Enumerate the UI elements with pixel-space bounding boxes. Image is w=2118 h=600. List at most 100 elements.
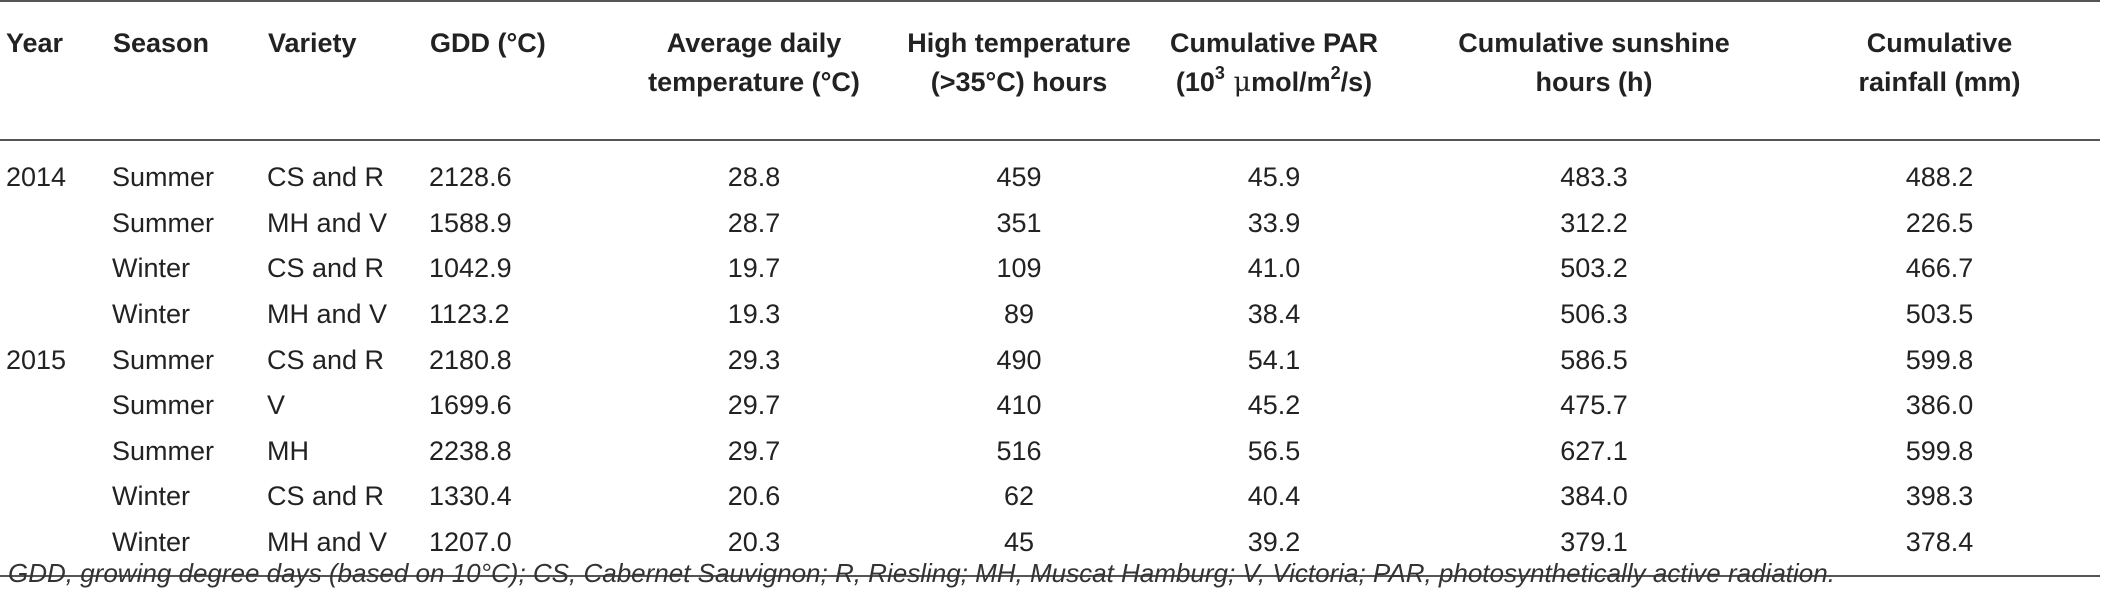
header-gdd: GDD (°C) bbox=[429, 0, 609, 141]
cell-high-temperature-hours: 89 bbox=[1003, 299, 1035, 330]
cell-cumulative-par: 45.2 bbox=[1247, 390, 1301, 421]
cell-average-daily-temperature: 20.3 bbox=[609, 519, 899, 578]
header-year: Year bbox=[0, 0, 112, 141]
cell-cumulative-sunshine-hours: 503.2 bbox=[1560, 253, 1628, 284]
cell-cumulative-par: 45.9 bbox=[1247, 162, 1301, 193]
cell-season: Winter bbox=[112, 253, 191, 284]
cell-cumulative-par: 54.1 bbox=[1247, 344, 1301, 375]
cell-variety: V bbox=[267, 390, 286, 421]
cell-average-daily-temperature: 29.7 bbox=[727, 435, 781, 466]
cell-average-daily-temperature: 28.8 bbox=[727, 162, 781, 193]
cell-gdd: 1330.4 bbox=[429, 481, 512, 512]
header-high-temperature-hours: High temperature (>35°C) hours bbox=[899, 0, 1139, 141]
cell-variety: MH and V bbox=[267, 299, 388, 330]
table-header: Year Season Variety GDD (°C) Average dai… bbox=[0, 0, 2100, 141]
header-average-daily-temperature: Average daily temperature (°C) bbox=[609, 0, 899, 141]
table-row: 2015 Summer CS and R 2180.8 29.3 490 54.1 586.5… bbox=[0, 337, 2100, 383]
header-season: Season bbox=[112, 0, 267, 141]
cell-season: Winter bbox=[112, 519, 267, 578]
cell-year bbox=[0, 474, 112, 520]
cell-season: Summer bbox=[112, 435, 215, 466]
cell-cumulative-sunshine-hours: 627.1 bbox=[1560, 435, 1628, 466]
cell-cumulative-rainfall: 398.3 bbox=[1905, 481, 1974, 512]
cell-cumulative-sunshine-hours: 384.0 bbox=[1560, 481, 1628, 512]
cell-cumulative-par: 56.5 bbox=[1247, 435, 1301, 466]
cell-year bbox=[0, 201, 112, 247]
cell-year: 2014 bbox=[6, 162, 67, 193]
cell-gdd: 1588.9 bbox=[429, 207, 512, 238]
cell-year: 2015 bbox=[6, 344, 67, 375]
cell-gdd: 1042.9 bbox=[429, 253, 512, 284]
table-row: Summer MH and V 1588.9 28.7 351 33.9 312.2 226.… bbox=[0, 201, 2100, 247]
cell-season: Summer bbox=[112, 207, 215, 238]
cell-year bbox=[0, 519, 112, 578]
header-cumulative-par: Cumulative PAR (103 μmol/m2/s) bbox=[1139, 0, 1409, 141]
cell-season: Summer bbox=[112, 344, 215, 375]
cell-average-daily-temperature: 28.7 bbox=[727, 207, 781, 238]
cell-cumulative-sunshine-hours: 475.7 bbox=[1560, 390, 1628, 421]
cell-variety: CS and R bbox=[267, 162, 385, 193]
cell-season: Winter bbox=[112, 299, 191, 330]
table-row: Winter MH and V 1207.0 20.3 45 39.2 379.1 378.4 bbox=[0, 519, 2100, 578]
cell-cumulative-sunshine-hours: 483.3 bbox=[1560, 162, 1628, 193]
cell-high-temperature-hours: 459 bbox=[996, 162, 1042, 193]
cell-variety: CS and R bbox=[267, 481, 385, 512]
table-row: Winter CS and R 1042.9 19.7 109 41.0 503.2 466.… bbox=[0, 246, 2100, 292]
cell-average-daily-temperature: 19.3 bbox=[727, 299, 781, 330]
cell-cumulative-rainfall: 466.7 bbox=[1905, 253, 1974, 284]
cell-cumulative-rainfall: 378.4 bbox=[1779, 519, 2100, 578]
cell-year bbox=[0, 383, 112, 429]
table-row: Winter CS and R 1330.4 20.6 62 40.4 384.0 398.3 bbox=[0, 474, 2100, 520]
cell-cumulative-par: 38.4 bbox=[1247, 299, 1301, 330]
cell-variety: CS and R bbox=[267, 344, 385, 375]
cell-high-temperature-hours: 45 bbox=[899, 519, 1139, 578]
cell-cumulative-sunshine-hours: 312.2 bbox=[1560, 207, 1628, 238]
cell-year bbox=[0, 429, 112, 475]
table-row: Winter MH and V 1123.2 19.3 89 38.4 506.3 503.5 bbox=[0, 292, 2100, 338]
cell-high-temperature-hours: 62 bbox=[1003, 481, 1035, 512]
cell-gdd: 1207.0 bbox=[429, 519, 609, 578]
cell-high-temperature-hours: 410 bbox=[996, 390, 1042, 421]
header-row: Year Season Variety GDD (°C) Average dai… bbox=[0, 0, 2100, 141]
cell-cumulative-par: 41.0 bbox=[1247, 253, 1301, 284]
cell-cumulative-rainfall: 488.2 bbox=[1905, 162, 1974, 193]
cell-average-daily-temperature: 29.7 bbox=[727, 390, 781, 421]
header-cumulative-sunshine-hours: Cumulative sunshine hours (h) bbox=[1409, 0, 1779, 141]
cell-variety: MH and V bbox=[267, 519, 429, 578]
cell-gdd: 2128.6 bbox=[429, 162, 512, 193]
cell-cumulative-rainfall: 599.8 bbox=[1905, 435, 1974, 466]
cell-season: Summer bbox=[112, 162, 215, 193]
header-variety: Variety bbox=[267, 0, 429, 141]
cell-gdd: 2180.8 bbox=[429, 344, 512, 375]
cell-cumulative-sunshine-hours: 586.5 bbox=[1560, 344, 1628, 375]
cell-high-temperature-hours: 490 bbox=[996, 344, 1042, 375]
table-footnote: GDD, growing degree days (based on 10°C)… bbox=[8, 558, 1835, 588]
cell-high-temperature-hours: 516 bbox=[996, 435, 1042, 466]
cell-variety: CS and R bbox=[267, 253, 385, 284]
table-row: Summer V 1699.6 29.7 410 45.2 475.7 386.0 bbox=[0, 383, 2100, 429]
cell-variety: MH bbox=[267, 435, 309, 466]
cell-gdd: 1123.2 bbox=[429, 299, 510, 330]
climate-data-table: Year Season Variety GDD (°C) Average dai… bbox=[0, 0, 2100, 578]
cell-high-temperature-hours: 109 bbox=[996, 253, 1042, 284]
cell-season: Winter bbox=[112, 481, 191, 512]
cell-cumulative-par: 33.9 bbox=[1247, 207, 1301, 238]
table-row: Summer MH 2238.8 29.7 516 56.5 627.1 599.8 bbox=[0, 429, 2100, 475]
cell-cumulative-rainfall: 599.8 bbox=[1905, 344, 1974, 375]
cell-cumulative-rainfall: 226.5 bbox=[1905, 207, 1974, 238]
cell-year bbox=[0, 292, 112, 338]
cell-cumulative-rainfall: 386.0 bbox=[1905, 390, 1974, 421]
cell-cumulative-sunshine-hours: 379.1 bbox=[1409, 519, 1779, 578]
cell-average-daily-temperature: 19.7 bbox=[727, 253, 781, 284]
cell-cumulative-par: 40.4 bbox=[1247, 481, 1301, 512]
cell-gdd: 1699.6 bbox=[429, 390, 512, 421]
table-body: 2014 Summer CS and R 2128.6 28.8 459 45.9 483.3… bbox=[0, 140, 2100, 578]
table-row: 2014 Summer CS and R 2128.6 28.8 459 45.9 483.3… bbox=[0, 140, 2100, 201]
header-cumulative-rainfall: Cumulative rainfall (mm) bbox=[1779, 0, 2100, 141]
cell-cumulative-rainfall: 503.5 bbox=[1905, 299, 1974, 330]
cell-average-daily-temperature: 29.3 bbox=[727, 344, 781, 375]
cell-high-temperature-hours: 351 bbox=[996, 207, 1042, 238]
cell-variety: MH and V bbox=[267, 207, 388, 238]
cell-cumulative-par: 39.2 bbox=[1139, 519, 1409, 578]
